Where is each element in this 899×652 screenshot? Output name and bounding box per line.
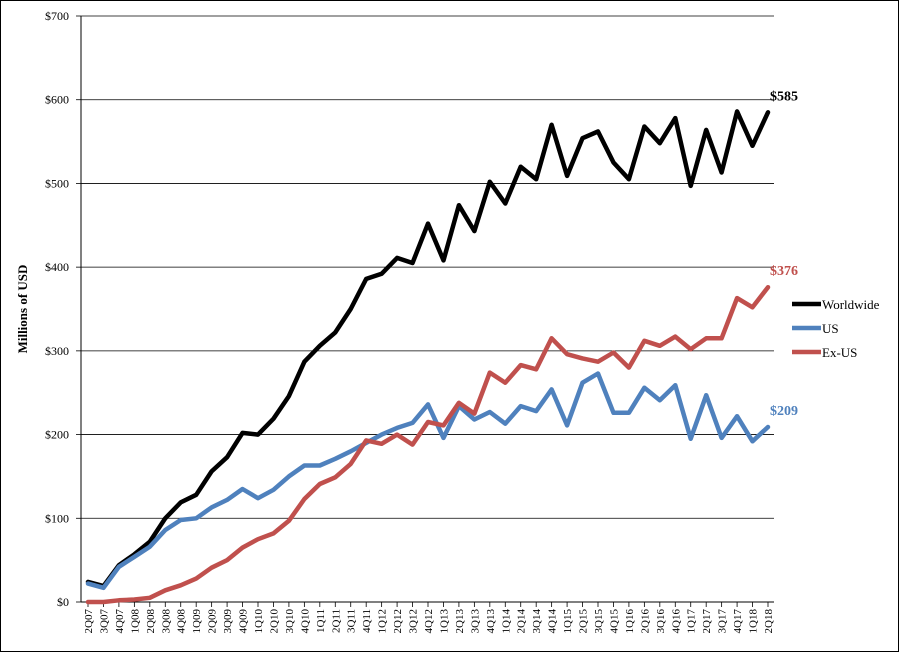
- x-tick-label: 1Q18: [748, 609, 760, 634]
- x-tick-label: 1Q14: [500, 609, 512, 634]
- end-labels: $585 $209 $376: [770, 89, 798, 419]
- x-tick-label: 2Q15: [578, 609, 590, 634]
- y-axis-label: Millions of USD: [15, 265, 30, 354]
- x-tick-label: 2Q11: [330, 609, 342, 633]
- x-tick-label: 4Q07: [114, 609, 126, 634]
- end-label-ex-us: $376: [770, 264, 798, 279]
- legend-label: Ex-US: [822, 345, 857, 360]
- x-tick-label: 2Q18: [763, 609, 775, 634]
- x-tick-label: 2Q07: [83, 609, 95, 634]
- x-tick-label: 4Q11: [361, 609, 373, 633]
- x-tick-label: 1Q12: [377, 609, 389, 633]
- x-tick-label: 2Q09: [207, 609, 219, 634]
- x-tick-label: 4Q14: [547, 609, 559, 634]
- y-tick-label: $600: [45, 93, 69, 107]
- x-tick-label: 3Q07: [98, 609, 110, 634]
- y-tick-label: $700: [45, 9, 69, 23]
- x-tick-label: 1Q16: [624, 609, 636, 634]
- x-tick-label: 2Q17: [701, 609, 713, 634]
- x-tick-label: 1Q11: [315, 609, 327, 633]
- series-line-worldwide: [85, 109, 771, 589]
- x-tick-label: 2Q12: [392, 609, 404, 633]
- legend-label: US: [822, 321, 839, 336]
- x-tick-label: 2Q10: [268, 609, 280, 634]
- x-tick-label: 4Q12: [423, 609, 435, 633]
- x-tick-label: 4Q09: [238, 609, 250, 634]
- legend: Worldwide US Ex-US: [792, 297, 880, 360]
- x-tick-label: 3Q13: [469, 609, 481, 634]
- x-tick-label: 2Q14: [516, 609, 528, 634]
- x-tick-label: 4Q16: [670, 609, 682, 634]
- x-tick-label: 1Q10: [253, 609, 265, 634]
- legend-label: Worldwide: [822, 297, 880, 312]
- x-tick-label: 1Q13: [438, 609, 450, 634]
- x-tick-label: 3Q14: [531, 609, 543, 634]
- y-axis-ticks: $0 $100 $200 $300 $400 $500 $600 $700: [45, 9, 81, 609]
- x-tick-label: 3Q15: [593, 609, 605, 634]
- x-tick-label: 3Q08: [160, 609, 172, 634]
- x-tick-label: 4Q15: [608, 609, 620, 634]
- gridlines: [81, 15, 774, 603]
- series-lines: [85, 109, 771, 605]
- x-tick-label: 2Q13: [454, 609, 466, 634]
- y-tick-label: $0: [57, 595, 69, 609]
- x-tick-label: 1Q17: [686, 609, 698, 634]
- x-tick-label: 3Q12: [408, 609, 420, 633]
- x-axis-ticks: 2Q07 3Q07 4Q07 1Q08 2Q08 3Q08 4Q08 1Q09 2Q09 3Q09…: [83, 602, 775, 633]
- x-tick-label: 3Q16: [655, 609, 667, 634]
- series-line-us: [85, 371, 771, 591]
- x-tick-label: 2Q16: [639, 609, 651, 634]
- y-tick-label: $100: [45, 511, 69, 525]
- y-tick-label: $400: [45, 260, 69, 274]
- x-tick-label: 2Q08: [145, 609, 157, 634]
- x-tick-label: 3Q09: [222, 609, 234, 634]
- y-tick-label: $200: [45, 428, 69, 442]
- x-tick-label: 1Q08: [129, 609, 141, 634]
- x-tick-label: 3Q11: [346, 609, 358, 633]
- y-tick-label: $500: [45, 176, 69, 190]
- x-tick-label: 1Q09: [191, 609, 203, 634]
- x-tick-label: 3Q17: [717, 609, 729, 634]
- x-tick-label: 4Q10: [299, 609, 311, 634]
- end-label-us: $209: [770, 404, 798, 419]
- end-label-worldwide: $585: [770, 89, 798, 104]
- x-tick-label: 4Q13: [485, 609, 497, 634]
- x-tick-label: 4Q08: [176, 609, 188, 634]
- series-line-ex-us: [85, 284, 771, 605]
- x-tick-label: 4Q17: [732, 609, 744, 634]
- y-tick-label: $300: [45, 344, 69, 358]
- x-tick-label: 3Q10: [284, 609, 296, 634]
- x-tick-label: 1Q15: [562, 609, 574, 634]
